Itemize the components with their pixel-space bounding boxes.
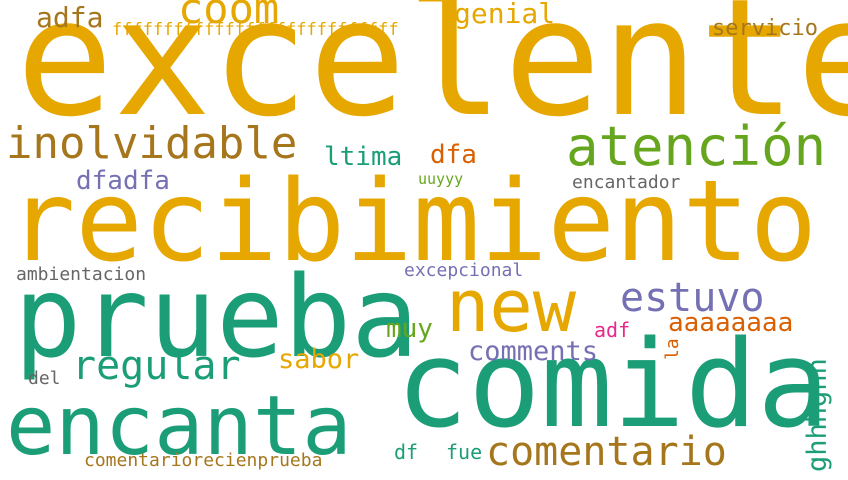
word-dfa: dfa xyxy=(430,140,477,170)
word-ltima: ltima xyxy=(324,142,403,172)
word-encantador: encantador xyxy=(572,172,681,193)
word-atencion: atención xyxy=(566,115,827,178)
word-new: new xyxy=(446,264,577,348)
word-excelente: excelente xyxy=(16,0,848,153)
word-comentario: comentario xyxy=(486,429,727,475)
word-ffff: ffffffffffffffffffffffffffff xyxy=(112,20,399,40)
word-la: la xyxy=(662,338,683,360)
word-coom: coom xyxy=(178,0,280,33)
word-regular: regular xyxy=(72,343,241,389)
word-df: df xyxy=(394,440,419,464)
word-genial: genial xyxy=(454,0,556,30)
word-recibimiento: recibimiento xyxy=(8,157,818,287)
word-excepcional: excepcional xyxy=(404,260,524,281)
word-fue: fue xyxy=(446,440,483,464)
word-servicio: servicio xyxy=(712,16,818,41)
word-comments: comments xyxy=(468,336,599,367)
word-uuyyy: uuyyy xyxy=(418,170,464,188)
word-comentariorecienprueba: comentariorecienprueba xyxy=(84,450,323,471)
word-estuvo: estuvo xyxy=(620,275,765,321)
word-sabor: sabor xyxy=(278,344,360,375)
word-encanta: encanta xyxy=(6,379,352,474)
word-dfadfa: dfadfa xyxy=(76,166,170,196)
word-comida: comida xyxy=(396,316,830,455)
word-adf: adf xyxy=(594,318,631,342)
word-prueba: prueba xyxy=(14,253,419,383)
word-muy: muy xyxy=(386,314,433,344)
word-aaaaaaaa: aaaaaaaa xyxy=(668,308,794,338)
word-ambientacion: ambientacion xyxy=(16,264,147,285)
word-inolvidable: inolvidable xyxy=(6,118,298,169)
word-adfa: adfa xyxy=(36,1,104,34)
word-del: del xyxy=(28,368,61,389)
word-ghhhghh: ghhhghh xyxy=(802,358,833,472)
